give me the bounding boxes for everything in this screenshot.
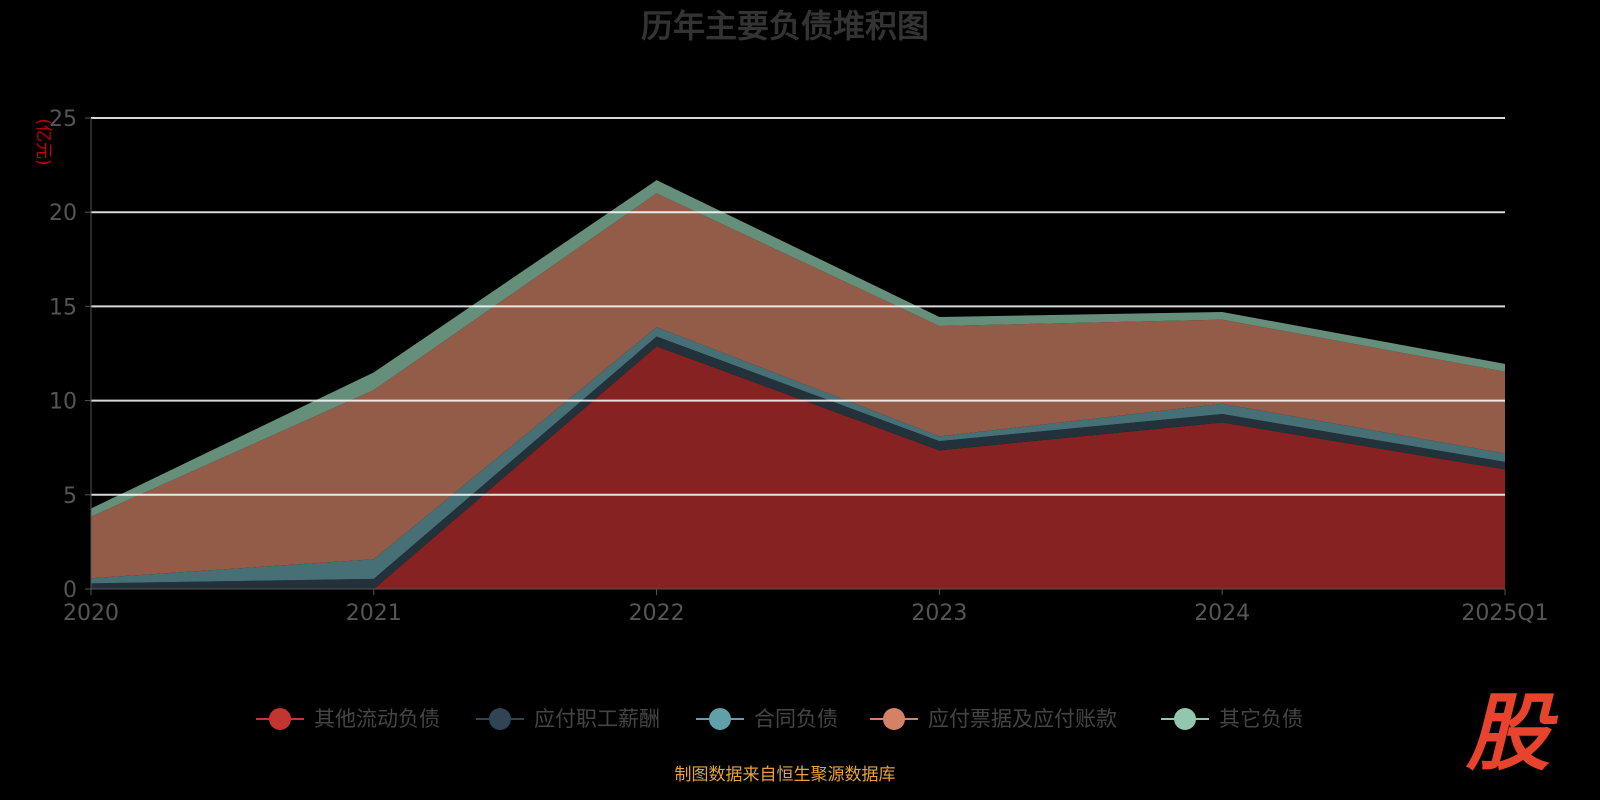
areas-layer: [91, 180, 1505, 589]
axes-layer: 0 5 10 15 20 25 2020 2021 2022 2023 2024 2025Q1: [49, 107, 1549, 626]
y-tick-label: 25: [49, 107, 77, 132]
legend-marker-icon: [489, 708, 511, 730]
legend-label: 应付票据及应付账款: [928, 707, 1117, 731]
x-tick-label: 2023: [911, 601, 967, 626]
legend-label: 合同负债: [754, 707, 838, 731]
y-tick-label: 20: [49, 201, 77, 226]
legend-item-0[interactable]: 其他流动负债: [256, 707, 440, 731]
x-tick-label: 2021: [346, 601, 402, 626]
x-tick-label: 2020: [63, 601, 119, 626]
legend-item-4[interactable]: 其它负债: [1161, 707, 1303, 731]
legend: 其他流动负债 应付职工薪酬 合同负债 应付票据及应付账款 其它负债: [256, 707, 1303, 731]
logo-icon: 股: [1465, 684, 1559, 782]
legend-marker-icon: [709, 708, 731, 730]
chart-title: 历年主要负债堆积图: [641, 7, 929, 45]
legend-item-3[interactable]: 应付票据及应付账款: [870, 707, 1117, 731]
grid-layer: [91, 117, 1505, 496]
legend-marker-icon: [269, 708, 291, 730]
area-series-1: [91, 336, 1505, 589]
legend-label: 其他流动负债: [314, 707, 440, 731]
y-tick-label: 0: [63, 578, 77, 603]
y-tick-label: 5: [63, 484, 77, 509]
x-tick-label: 2025Q1: [1461, 601, 1548, 626]
legend-item-1[interactable]: 应付职工薪酬: [476, 707, 660, 731]
area-series-0: [91, 346, 1505, 589]
legend-item-2[interactable]: 合同负债: [696, 707, 838, 731]
legend-marker-icon: [883, 708, 905, 730]
x-tick-label: 2022: [629, 601, 685, 626]
legend-label: 其它负债: [1219, 707, 1303, 731]
y-axis-label: (亿元): [33, 118, 53, 165]
legend-label: 应付职工薪酬: [534, 707, 660, 731]
legend-marker-icon: [1174, 708, 1196, 730]
x-tick-label: 2024: [1194, 601, 1250, 626]
y-tick-label: 10: [49, 390, 77, 415]
area-series-3: [91, 193, 1505, 579]
data-source-footer: 制图数据来自恒生聚源数据库: [675, 765, 896, 785]
y-tick-label: 15: [49, 295, 77, 320]
